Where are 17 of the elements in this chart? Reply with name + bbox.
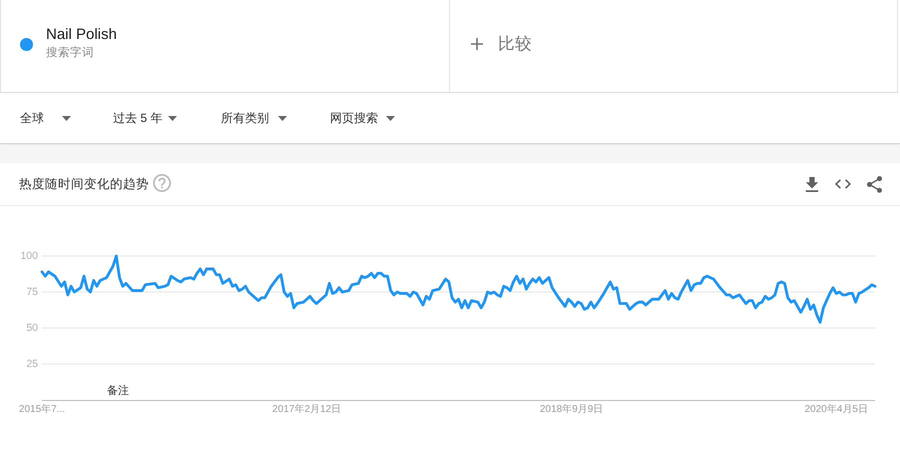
text: 全球 bbox=[20, 110, 44, 126]
x-tick-label: 2017年2月12日 bbox=[272, 402, 342, 415]
x-tick-label: 2018年9月9日 bbox=[540, 402, 604, 415]
text: 过去 5 年 bbox=[113, 110, 162, 126]
y-tick-label: 75 bbox=[26, 286, 38, 298]
text: 比较 bbox=[498, 34, 532, 54]
text: 搜索字词 bbox=[46, 46, 94, 61]
text: 网页搜索 bbox=[330, 110, 378, 126]
x-tick-label: 2020年4月5日 bbox=[804, 402, 868, 415]
x-tick-label: 2015年7... bbox=[18, 402, 66, 415]
legend-label: Nail Polish bbox=[46, 26, 117, 44]
annotation: 备注 bbox=[107, 384, 129, 399]
y-tick-label: 50 bbox=[26, 322, 38, 334]
y-tick-label: 100 bbox=[20, 250, 38, 262]
y-tick-label: 25 bbox=[26, 358, 38, 370]
chart-title: 热度随时间变化的趋势 bbox=[19, 176, 149, 192]
text: 所有类别 bbox=[221, 110, 269, 126]
